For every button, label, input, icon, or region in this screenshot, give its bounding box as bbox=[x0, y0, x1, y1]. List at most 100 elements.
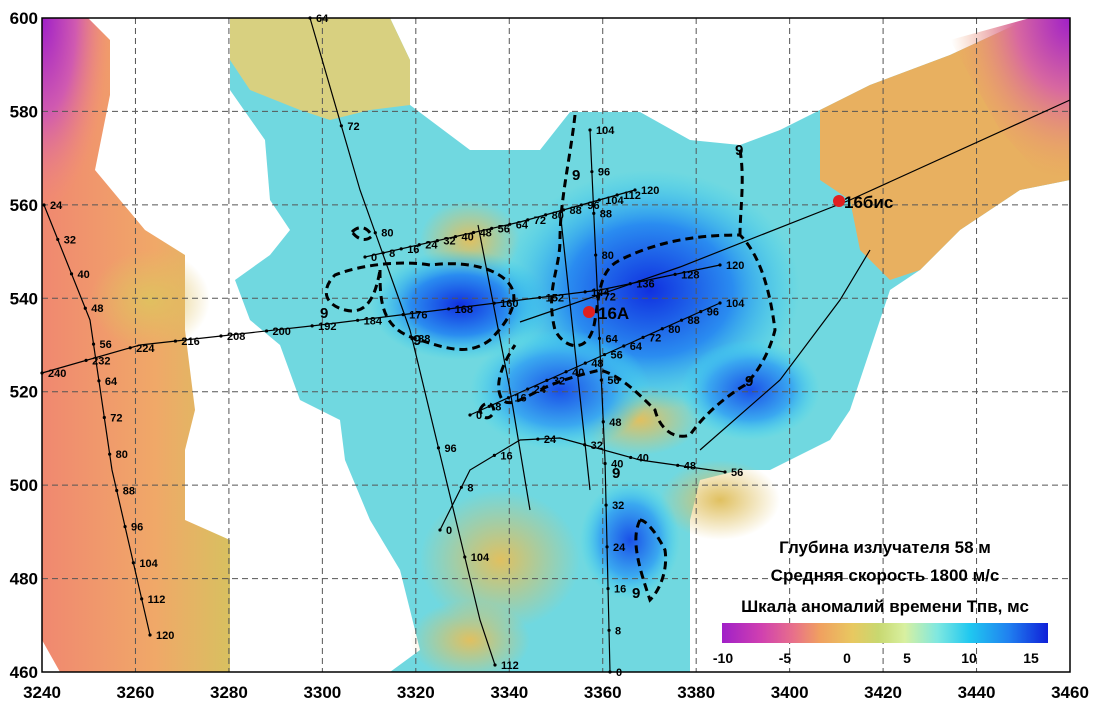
shotpoint-marker bbox=[605, 545, 609, 549]
shotpoint-marker bbox=[601, 420, 605, 424]
shotpoint-labels: 2432404856647280889610411212024023222421… bbox=[40, 13, 745, 679]
shotpoint-label: 48 bbox=[591, 358, 603, 370]
y-tick-label: 560 bbox=[10, 196, 38, 215]
shotpoint-label: 32 bbox=[591, 440, 603, 452]
y-tick-label: 460 bbox=[10, 663, 38, 682]
shotpoint-marker bbox=[381, 251, 385, 255]
scale-tick: 15 bbox=[1023, 650, 1039, 666]
shotpoint-marker bbox=[463, 555, 467, 559]
shotpoint-marker bbox=[629, 455, 633, 460]
shotpoint-label: 160 bbox=[500, 298, 518, 310]
y-tick-label: 480 bbox=[10, 570, 38, 589]
color-scale-bar bbox=[722, 623, 1048, 643]
shotpoint-marker bbox=[108, 452, 112, 456]
scale-tick: 5 bbox=[903, 650, 911, 666]
shotpoint-marker bbox=[604, 503, 608, 507]
shotpoint-marker bbox=[435, 239, 439, 243]
shotpoint-label: 24 bbox=[534, 384, 547, 396]
shotpoint-marker bbox=[56, 237, 60, 242]
shotpoint-label: 200 bbox=[273, 326, 291, 338]
shotpoint-label: 64 bbox=[105, 376, 118, 388]
contour-label: 9 bbox=[735, 142, 743, 159]
x-tick-label: 3280 bbox=[210, 683, 248, 702]
shotpoint-marker bbox=[660, 327, 664, 331]
shotpoint-marker bbox=[128, 346, 132, 350]
shotpoint-label: 72 bbox=[110, 412, 122, 424]
shotpoint-marker bbox=[597, 336, 602, 341]
well-16bis[interactable]: 16бис bbox=[833, 193, 893, 212]
shotpoint-marker bbox=[40, 371, 44, 375]
x-tick-label: 3360 bbox=[584, 683, 622, 702]
shotpoint-label: 72 bbox=[604, 292, 616, 304]
x-tick-label: 3340 bbox=[490, 683, 528, 702]
shotpoint-marker bbox=[308, 16, 312, 20]
shotpoint-label: 56 bbox=[498, 223, 510, 235]
shotpoint-label: 64 bbox=[316, 13, 329, 25]
shotpoint-marker bbox=[492, 453, 496, 457]
shotpoint-marker bbox=[438, 528, 442, 532]
shotpoint-label: 96 bbox=[444, 443, 456, 455]
well-marker[interactable] bbox=[583, 306, 595, 318]
shotpoint-label: 80 bbox=[668, 324, 680, 336]
shotpoint-label: 168 bbox=[455, 304, 473, 316]
well-marker[interactable] bbox=[833, 195, 845, 207]
shotpoint-label: 104 bbox=[139, 558, 158, 570]
shotpoint-label: 96 bbox=[587, 200, 599, 212]
well-16a[interactable]: 16А bbox=[583, 304, 629, 323]
shotpoint-marker bbox=[471, 230, 476, 235]
contour-label: 9 bbox=[612, 465, 620, 482]
shotpoint-marker bbox=[592, 211, 596, 215]
shotpoint-marker bbox=[84, 358, 88, 363]
shotpoint-label: 56 bbox=[100, 339, 112, 351]
x-tick-label: 3240 bbox=[23, 683, 61, 702]
shotpoint-label: 48 bbox=[684, 460, 696, 472]
shotpoint-label: 72 bbox=[649, 332, 661, 344]
survey-profiles bbox=[41, 17, 1071, 673]
x-axis: 3240 3260 3280 3300 3320 3340 3360 3380 3400 3420… bbox=[23, 683, 1089, 702]
shotpoint-marker bbox=[173, 339, 178, 343]
shotpoint-marker bbox=[508, 222, 512, 226]
shotpoint-label: 208 bbox=[227, 331, 245, 343]
scale-tick: 0 bbox=[843, 650, 851, 666]
shotpoint-label: 40 bbox=[637, 452, 649, 464]
shotpoint-label: 16 bbox=[500, 450, 512, 462]
profile-line bbox=[589, 129, 611, 673]
shotpoint-label: 80 bbox=[116, 449, 128, 461]
shotpoint-label: 64 bbox=[516, 219, 529, 231]
contour-label: 9 bbox=[413, 332, 421, 349]
shotpoint-label: 88 bbox=[688, 315, 700, 327]
shotpoint-marker bbox=[401, 313, 405, 317]
anomaly-contour bbox=[324, 114, 777, 603]
x-tick-label: 3320 bbox=[397, 683, 435, 702]
shotpoint-marker bbox=[219, 334, 223, 338]
scale-title: Шкала аномалий времени Тпв, мс bbox=[741, 597, 1029, 616]
x-tick-label: 3460 bbox=[1051, 683, 1089, 702]
shotpoint-label: 104 bbox=[726, 298, 745, 310]
shotpoint-label: 96 bbox=[707, 307, 719, 319]
profile-line bbox=[699, 249, 871, 451]
shotpoint-label: 32 bbox=[612, 500, 624, 512]
shotpoint-marker bbox=[718, 301, 722, 305]
shotpoint-label: 80 bbox=[602, 250, 614, 262]
profile-line bbox=[439, 437, 726, 531]
x-tick-label: 3400 bbox=[771, 683, 809, 702]
x-tick-label: 3420 bbox=[864, 683, 902, 702]
shotpoint-label: 48 bbox=[609, 417, 621, 429]
shotpoint-label: 96 bbox=[598, 167, 610, 179]
shotpoint-label: 40 bbox=[611, 458, 623, 470]
shotpoint-marker bbox=[91, 342, 96, 346]
shotpoint-label: 104 bbox=[471, 552, 490, 564]
shotpoint-marker bbox=[492, 301, 496, 305]
profile-line bbox=[477, 224, 531, 511]
shotpoint-label: 64 bbox=[605, 333, 618, 345]
shotpoint-label: 56 bbox=[731, 467, 743, 479]
profile-line bbox=[469, 302, 721, 416]
shotpoint-marker bbox=[131, 561, 135, 565]
shotpoint-marker bbox=[536, 437, 540, 441]
shotpoint-label: 120 bbox=[641, 185, 659, 197]
shotpoint-marker bbox=[373, 231, 377, 235]
shotpoint-label: 24 bbox=[613, 542, 626, 554]
average-velocity-text: Средняя скорость 1800 м/с bbox=[770, 566, 1000, 585]
profile-line bbox=[309, 17, 496, 666]
